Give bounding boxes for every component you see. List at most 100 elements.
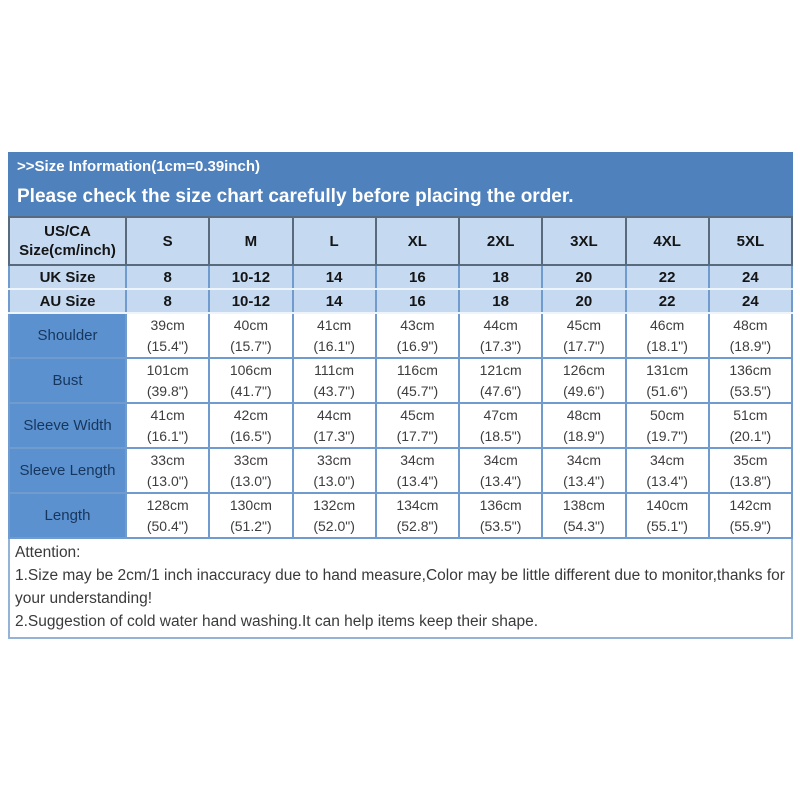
cm-value: 51cm — [733, 406, 768, 423]
measure-value-cell: 48cm (18.9") — [541, 402, 627, 449]
size-col-header: L — [291, 216, 377, 266]
measure-value-cell: 131cm (51.6") — [624, 357, 710, 404]
size-col-header: 4XL — [624, 216, 710, 266]
size-information-title: >>Size Information(1cm=0.39inch) — [17, 158, 260, 175]
inch-value: (41.7") — [230, 382, 272, 399]
measure-value-cell: 116cm (45.7") — [374, 357, 461, 404]
measure-value-cell: 130cm (51.2") — [208, 492, 294, 539]
size-value-cell: 16 — [374, 264, 461, 290]
size-value-cell: 10-12 — [208, 288, 294, 314]
inch-value: (18.9") — [729, 337, 772, 354]
measure-value-cell: 138cm (54.3") — [541, 492, 627, 539]
cm-value: 121cm — [479, 361, 522, 378]
cm-value: 39cm — [150, 316, 185, 333]
inch-value: (16.5") — [230, 427, 272, 444]
inch-value: (17.3") — [479, 337, 522, 354]
inch-value: (18.9") — [563, 427, 605, 444]
cm-value: 136cm — [479, 496, 522, 513]
measure-value-cell: 46cm (18.1") — [624, 312, 710, 359]
inch-value: (18.5") — [479, 427, 522, 444]
size-col-header: 5XL — [707, 216, 794, 266]
cm-value: 111cm — [314, 361, 355, 378]
inch-value: (52.8") — [396, 517, 439, 534]
corner-cell-usca-size: US/CA Size(cm/inch) — [8, 216, 127, 266]
measure-value-cell: 44cm (17.3") — [457, 312, 544, 359]
size-chart-page: >>Size Information(1cm=0.39inch) Please … — [8, 152, 794, 639]
inch-value: (45.7") — [396, 382, 439, 399]
size-table: US/CA Size(cm/inch) S M L XL 2XL 3XL 4XL 5XL UK S… — [8, 216, 794, 539]
measure-row-sleeve-length: Sleeve Length 33cm (13.0") 33cm (13.0") 33cm (… — [8, 447, 794, 494]
inch-value: (16.9") — [396, 337, 439, 354]
inch-value: (13.0") — [313, 472, 355, 489]
cm-value: 40cm — [233, 316, 268, 333]
table-header-row: US/CA Size(cm/inch) S M L XL 2XL 3XL 4XL 5XL — [8, 216, 794, 266]
size-value-cell: 14 — [291, 288, 377, 314]
size-col-header: 2XL — [457, 216, 544, 266]
cm-value: 48cm — [566, 406, 601, 423]
cm-value: 101cm — [146, 361, 189, 378]
inch-value: (52.0") — [313, 517, 355, 534]
cm-value: 45cm — [566, 316, 601, 333]
cm-value: 134cm — [396, 496, 439, 513]
cm-value: 44cm — [317, 406, 352, 423]
cm-value: 130cm — [229, 496, 272, 513]
measure-value-cell: 33cm (13.0") — [208, 447, 294, 494]
inch-value: (43.7") — [313, 382, 355, 399]
size-value-cell: 8 — [124, 288, 211, 314]
size-value-cell: 22 — [624, 264, 710, 290]
size-value-cell: 20 — [541, 288, 627, 314]
size-chart-warning: Please check the size chart carefully be… — [17, 186, 574, 207]
measure-value-cell: 47cm (18.5") — [457, 402, 544, 449]
cm-value: 44cm — [483, 316, 518, 333]
inch-value: (16.1") — [146, 427, 189, 444]
cm-value: 116cm — [396, 361, 438, 378]
size-value-cell: 18 — [457, 288, 544, 314]
inch-value: (51.2") — [230, 517, 272, 534]
measure-value-cell: 50cm (19.7") — [624, 402, 710, 449]
measure-row-label: Length — [8, 492, 127, 539]
inch-value: (20.1") — [729, 427, 772, 444]
size-row-au-size: AU Size 8 10-12 14 16 18 20 22 24 — [8, 288, 794, 314]
inch-value: (55.9") — [729, 517, 772, 534]
measure-value-cell: 41cm (16.1") — [291, 312, 377, 359]
cm-value: 34cm — [400, 451, 435, 468]
inch-value: (19.7") — [646, 427, 688, 444]
inch-value: (50.4") — [146, 517, 189, 534]
measure-value-cell: 35cm (13.8") — [707, 447, 794, 494]
inch-value: (16.1") — [313, 337, 355, 354]
size-value-cell: 24 — [707, 264, 794, 290]
inch-value: (39.8") — [146, 382, 189, 399]
cm-value: 33cm — [150, 451, 185, 468]
measure-value-cell: 42cm (16.5") — [208, 402, 294, 449]
measure-value-cell: 136cm (53.5") — [457, 492, 544, 539]
measure-value-cell: 44cm (17.3") — [291, 402, 377, 449]
inch-value: (17.7") — [396, 427, 439, 444]
inch-value: (47.6") — [479, 382, 522, 399]
cm-value: 126cm — [562, 361, 605, 378]
measure-row-label: Sleeve Width — [8, 402, 127, 449]
attention-note-2: 2.Suggestion of cold water hand washing.… — [15, 613, 539, 630]
measure-value-cell: 51cm (20.1") — [707, 402, 794, 449]
measure-value-cell: 140cm (55.1") — [624, 492, 710, 539]
size-value-cell: 20 — [541, 264, 627, 290]
size-value-cell: 8 — [124, 264, 211, 290]
cm-value: 43cm — [400, 316, 435, 333]
measure-row-label: Bust — [8, 357, 127, 404]
size-value-cell: 14 — [291, 264, 377, 290]
inch-value: (15.7") — [230, 337, 272, 354]
size-value-cell: 24 — [707, 288, 794, 314]
cm-value: 106cm — [229, 361, 272, 378]
attention-title: Attention: — [15, 544, 81, 561]
measure-row-shoulder: Shoulder 39cm (15.4") 40cm (15.7") 41cm (16.1"… — [8, 312, 794, 359]
cm-value: 45cm — [400, 406, 435, 423]
inch-value: (51.6") — [646, 382, 688, 399]
inch-value: (13.0") — [230, 472, 272, 489]
inch-value: (54.3") — [563, 517, 605, 534]
measure-value-cell: 34cm (13.4") — [541, 447, 627, 494]
inch-value: (55.1") — [646, 517, 688, 534]
measure-row-bust: Bust 101cm (39.8") 106cm (41.7") 111cm (43.7")… — [8, 357, 794, 404]
size-value-cell: 18 — [457, 264, 544, 290]
cm-value: 128cm — [146, 496, 189, 513]
inch-value: (13.4") — [563, 472, 605, 489]
attention-note-1: 1.Size may be 2cm/1 inch inaccuracy due … — [15, 567, 785, 607]
